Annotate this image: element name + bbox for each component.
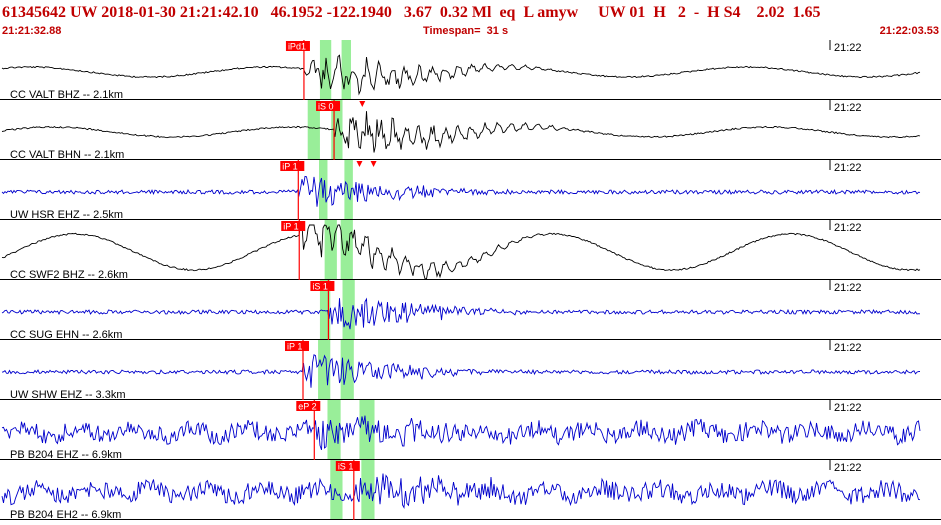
amplitude-marker-arrow	[356, 161, 363, 167]
channel-label: CC SUG EHN -- 2.6km	[10, 329, 122, 341]
trace-panel[interactable]: iP 1 21:22 UW SHW EHZ -- 3.3km	[0, 340, 941, 401]
pick-window-highlight	[344, 160, 353, 220]
channel-label: PB B204 EHZ -- 6.9km	[10, 449, 122, 461]
waveform-line	[1, 354, 921, 388]
trace-panel[interactable]: eP 2 21:22 PB B204 EHZ -- 6.9km	[0, 400, 941, 461]
phase-pick-label: iP 1	[287, 342, 302, 352]
event-summary-title: 61345642 UW 2018-01-30 21:21:42.10 46.19…	[2, 4, 821, 21]
pick-window-highlight	[307, 100, 320, 160]
phase-pick-flag[interactable]	[296, 401, 321, 411]
waveform-line	[1, 415, 921, 451]
window-end-time: 21:22:03.53	[879, 25, 939, 37]
trace-panel[interactable]: iP 1 21:22 CC SWF2 BHZ -- 2.6km	[0, 220, 941, 281]
minute-tick-label: 21:22	[834, 222, 862, 234]
minute-tick-label: 21:22	[834, 342, 862, 354]
phase-pick-flag[interactable]	[285, 341, 310, 351]
phase-pick-label: iP 1	[282, 162, 297, 172]
record-header: 61345642 UW 2018-01-30 21:21:42.10 46.19…	[0, 0, 941, 40]
minute-tick-label: 21:22	[834, 42, 862, 54]
pick-window-highlight	[330, 460, 343, 520]
phase-pick-label: iS 0	[318, 102, 334, 112]
pick-window-highlight	[327, 400, 341, 460]
channel-label: CC VALT BHN -- 2.1km	[10, 149, 124, 161]
seismogram-panel[interactable]: iPd1 21:22 CC VALT BHZ -- 2.1km iS 0 21:22 CC…	[0, 40, 941, 521]
phase-pick-flag[interactable]	[285, 41, 310, 51]
pick-window-highlight	[331, 100, 343, 160]
waveform-line	[1, 473, 921, 509]
trace-panel[interactable]: iS 1 21:22 PB B204 EH2 -- 6.9km	[0, 460, 941, 521]
amplitude-marker-arrow	[370, 161, 377, 167]
minute-tick-label: 21:22	[834, 402, 862, 414]
pick-window-highlight	[340, 340, 354, 400]
pick-window-highlight	[324, 220, 337, 280]
waveform-line	[1, 175, 921, 207]
channel-label: UW HSR EHZ -- 2.5km	[10, 209, 123, 221]
pick-window-highlight	[340, 220, 353, 280]
window-start-time: 21:21:32.88	[2, 25, 62, 37]
seismogram-traces-svg[interactable]: iPd1 21:22 CC VALT BHZ -- 2.1km iS 0 21:22 CC…	[0, 40, 941, 521]
trace-panel[interactable]: iS 0 21:22 CC VALT BHN -- 2.1km	[0, 100, 941, 161]
phase-pick-label: iS 1	[338, 462, 354, 472]
minute-tick-label: 21:22	[834, 462, 862, 474]
waveform-line	[1, 111, 921, 153]
minute-tick-label: 21:22	[834, 282, 862, 294]
pick-window-highlight	[341, 40, 351, 100]
phase-pick-flag[interactable]	[310, 281, 335, 291]
pick-window-highlight	[342, 280, 355, 340]
phase-pick-flag[interactable]	[281, 221, 306, 231]
channel-label: PB B204 EH2 -- 6.9km	[10, 509, 121, 520]
pick-window-highlight	[319, 280, 331, 340]
phase-pick-label: iP 1	[283, 222, 298, 232]
trace-panel[interactable]: iS 1 21:22 CC SUG EHN -- 2.6km	[0, 280, 941, 341]
waveform-line	[1, 224, 921, 280]
channel-label: CC SWF2 BHZ -- 2.6km	[10, 269, 128, 281]
timespan-label: Timespan= 31 s	[423, 25, 509, 37]
channel-label: CC VALT BHZ -- 2.1km	[10, 89, 123, 101]
phase-pick-flag[interactable]	[280, 161, 305, 171]
amplitude-marker-arrow	[359, 101, 366, 107]
trace-panel[interactable]: iP 1 21:22 UW HSR EHZ -- 2.5km	[0, 160, 941, 221]
channel-label: UW SHW EHZ -- 3.3km	[10, 389, 126, 401]
phase-pick-label: iS 1	[312, 282, 328, 292]
minute-tick-label: 21:22	[834, 162, 862, 174]
trace-panel[interactable]: iPd1 21:22 CC VALT BHZ -- 2.1km	[0, 40, 941, 101]
phase-pick-flag[interactable]	[335, 461, 360, 471]
phase-pick-label: iPd1	[288, 42, 306, 52]
phase-pick-flag[interactable]	[316, 101, 341, 111]
phase-pick-label: eP 2	[298, 402, 316, 412]
waveform-line	[1, 297, 921, 330]
waveform-line	[1, 54, 921, 96]
minute-tick-label: 21:22	[834, 102, 862, 114]
